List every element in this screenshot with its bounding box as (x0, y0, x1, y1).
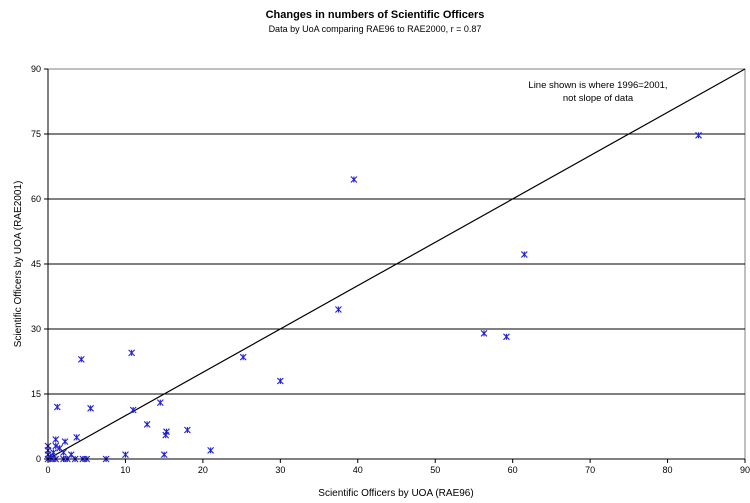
data-point-13 (60, 449, 67, 456)
x-tick-label-30: 30 (275, 465, 285, 475)
x-tick-label-80: 80 (663, 465, 673, 475)
chart-title: Changes in numbers of Scientific Officer… (266, 9, 485, 21)
y-tick-label-60: 60 (31, 194, 41, 204)
y-tick-label-45: 45 (31, 259, 41, 269)
data-point-27 (143, 420, 151, 428)
y-tick-label-15: 15 (31, 389, 41, 399)
data-point-38 (480, 329, 488, 337)
y-tick-label-90: 90 (31, 64, 41, 74)
x-tick-label-50: 50 (430, 465, 440, 475)
data-point-28 (156, 399, 164, 407)
data-point-22 (87, 404, 94, 412)
x-tick-label-60: 60 (508, 465, 518, 475)
x-axis-ticks: 0 10 20 30 40 50 60 70 80 90 (45, 458, 750, 475)
data-point-37 (350, 176, 358, 183)
reference-line-group (47, 68, 746, 460)
data-point-6 (50, 449, 57, 456)
data-point-14 (61, 438, 69, 446)
y-axis-label: Scientific Officers by UOA (RAE2001) (13, 181, 24, 348)
data-point-10 (53, 403, 61, 411)
data-point-19 (77, 355, 85, 363)
x-tick-label-0: 0 (45, 465, 50, 475)
data-point-32 (184, 426, 191, 434)
y-tick-label-75: 75 (31, 129, 41, 139)
data-point-41 (695, 131, 702, 139)
data-point-34 (239, 353, 247, 361)
data-point-31 (163, 428, 170, 436)
data-point-25 (128, 349, 136, 357)
chart-subtitle: Data by UoA comparing RAE96 to RAE2000, … (269, 24, 482, 34)
x-tick-label-90: 90 (740, 465, 750, 475)
data-point-8 (52, 442, 60, 450)
data-point-36 (335, 306, 342, 313)
data-point-35 (276, 377, 284, 385)
data-point-9 (52, 436, 60, 443)
data-point-26 (129, 406, 137, 414)
x-tick-label-70: 70 (585, 465, 595, 475)
data-point-40 (520, 251, 528, 258)
annotation-line-1: Line shown is where 1996=2001, (528, 80, 667, 91)
data-point-29 (160, 451, 168, 459)
data-point-18 (73, 433, 81, 441)
y-tick-label-0: 0 (36, 454, 41, 464)
data-point-24 (122, 451, 129, 459)
x-tick-label-10: 10 (120, 465, 130, 475)
data-point-33 (207, 446, 215, 454)
reference-line (47, 68, 746, 460)
x-tick-label-40: 40 (353, 465, 363, 475)
x-axis-label: Scientific Officers by UOA (RAE96) (318, 488, 473, 499)
y-tick-label-30: 30 (31, 324, 41, 334)
y-axis-ticks: 0 15 30 45 60 75 90 (31, 64, 49, 464)
data-point-39 (503, 333, 510, 341)
x-tick-label-20: 20 (198, 465, 208, 475)
annotation-line-2: not slope of data (563, 93, 634, 104)
